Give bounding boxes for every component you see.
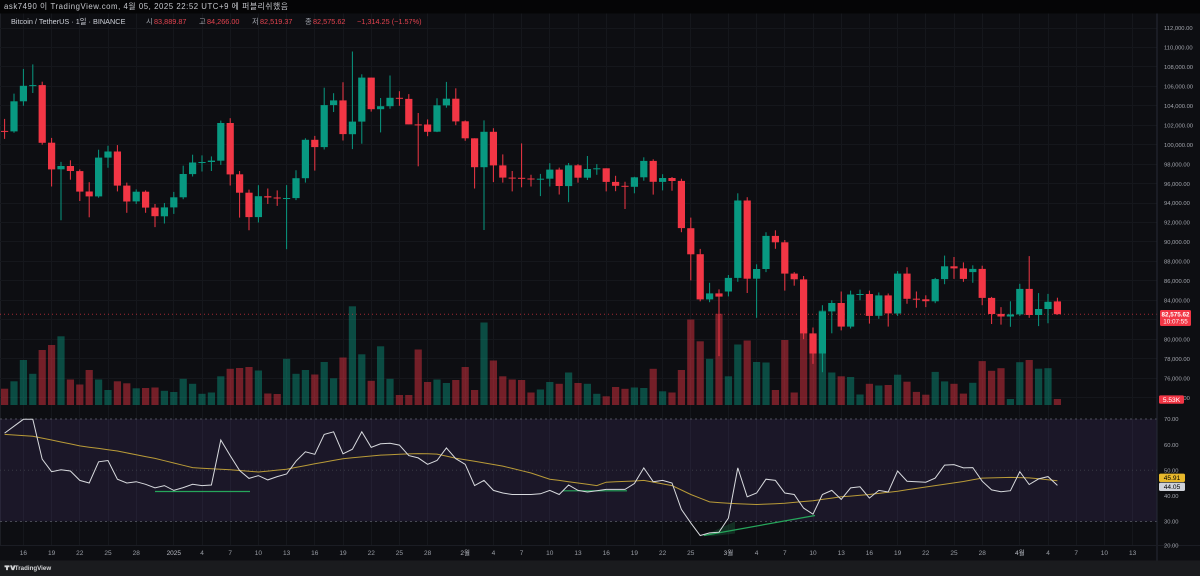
svg-text:45.91: 45.91 <box>1164 475 1181 482</box>
svg-text:−1,314.25 (−1.57%): −1,314.25 (−1.57%) <box>357 17 422 26</box>
svg-text:시: 시 <box>146 17 153 26</box>
svg-text:10:07:55: 10:07:55 <box>1163 319 1188 326</box>
svg-text:종: 종 <box>305 17 312 26</box>
svg-text:28: 28 <box>133 550 141 557</box>
svg-text:25: 25 <box>396 550 404 557</box>
svg-text:19: 19 <box>48 550 56 557</box>
svg-text:4: 4 <box>492 550 496 557</box>
svg-text:10: 10 <box>1101 550 1109 557</box>
svg-text:84,000.00: 84,000.00 <box>1164 299 1190 305</box>
svg-text:고: 고 <box>199 17 206 26</box>
svg-text:ask7490 이 TradingView.com, 4월: ask7490 이 TradingView.com, 4월 05, 2025 2… <box>4 1 288 11</box>
svg-text:94,000.00: 94,000.00 <box>1164 201 1190 207</box>
svg-text:7: 7 <box>228 550 232 557</box>
svg-text:25: 25 <box>950 550 958 557</box>
svg-text:22: 22 <box>76 550 84 557</box>
svg-text:25: 25 <box>687 550 695 557</box>
svg-text:98,000.00: 98,000.00 <box>1164 162 1190 168</box>
svg-text:22: 22 <box>368 550 376 557</box>
svg-text:40.00: 40.00 <box>1164 494 1179 500</box>
svg-text:7: 7 <box>1074 550 1078 557</box>
svg-text:76,000.00: 76,000.00 <box>1164 376 1190 382</box>
svg-text:19: 19 <box>631 550 639 557</box>
svg-text:4: 4 <box>755 550 759 557</box>
svg-text:13: 13 <box>838 550 846 557</box>
svg-text:19: 19 <box>894 550 902 557</box>
svg-text:90,000.00: 90,000.00 <box>1164 240 1190 246</box>
svg-text:22: 22 <box>922 550 930 557</box>
svg-text:28: 28 <box>979 550 987 557</box>
svg-text:10: 10 <box>809 550 817 557</box>
svg-text:25: 25 <box>104 550 112 557</box>
svg-text:82,575.62: 82,575.62 <box>1161 312 1190 319</box>
svg-text:50.00: 50.00 <box>1164 468 1179 474</box>
svg-text:7: 7 <box>520 550 524 557</box>
svg-text:13: 13 <box>574 550 582 557</box>
svg-text:10: 10 <box>546 550 554 557</box>
svg-text:82,575.62: 82,575.62 <box>313 17 345 26</box>
svg-text:88,000.00: 88,000.00 <box>1164 260 1190 266</box>
svg-text:20.00: 20.00 <box>1164 543 1179 549</box>
svg-text:70.00: 70.00 <box>1164 417 1179 423</box>
svg-text:19: 19 <box>339 550 347 557</box>
svg-text:5.53K: 5.53K <box>1163 397 1181 404</box>
svg-text:28: 28 <box>424 550 432 557</box>
svg-text:13: 13 <box>283 550 291 557</box>
svg-text:92,000.00: 92,000.00 <box>1164 221 1190 227</box>
svg-text:30.00: 30.00 <box>1164 520 1179 526</box>
svg-text:108,000.00: 108,000.00 <box>1164 65 1193 71</box>
svg-text:82,519.37: 82,519.37 <box>260 17 292 26</box>
svg-text:96,000.00: 96,000.00 <box>1164 182 1190 188</box>
svg-text:104,000.00: 104,000.00 <box>1164 104 1193 110</box>
svg-text:110,000.00: 110,000.00 <box>1164 46 1193 52</box>
svg-text:TradingView: TradingView <box>15 565 52 572</box>
svg-text:78,000.00: 78,000.00 <box>1164 357 1190 363</box>
svg-text:Bitcoin / TetherUS · 1일 · BINA: Bitcoin / TetherUS · 1일 · BINANCE <box>11 17 126 26</box>
svg-text:22: 22 <box>659 550 667 557</box>
svg-text:102,000.00: 102,000.00 <box>1164 124 1193 130</box>
svg-text:16: 16 <box>603 550 611 557</box>
svg-text:저: 저 <box>252 17 259 26</box>
svg-text:2월: 2월 <box>460 548 470 557</box>
svg-text:80,000.00: 80,000.00 <box>1164 337 1190 343</box>
svg-text:44.05: 44.05 <box>1164 484 1181 491</box>
svg-text:13: 13 <box>1129 550 1137 557</box>
svg-text:2025: 2025 <box>167 550 182 557</box>
svg-text:100,000.00: 100,000.00 <box>1164 143 1193 149</box>
svg-text:4월: 4월 <box>1015 548 1025 557</box>
svg-text:106,000.00: 106,000.00 <box>1164 85 1193 91</box>
svg-text:84,266.00: 84,266.00 <box>207 17 239 26</box>
svg-text:4: 4 <box>200 550 204 557</box>
svg-text:16: 16 <box>20 550 28 557</box>
svg-text:7: 7 <box>783 550 787 557</box>
svg-text:86,000.00: 86,000.00 <box>1164 279 1190 285</box>
svg-text:60.00: 60.00 <box>1164 443 1179 449</box>
svg-text:3월: 3월 <box>724 548 734 557</box>
svg-text:4: 4 <box>1046 550 1050 557</box>
svg-text:10: 10 <box>255 550 263 557</box>
svg-text:16: 16 <box>866 550 874 557</box>
svg-text:83,889.87: 83,889.87 <box>154 17 186 26</box>
svg-text:112,000.00: 112,000.00 <box>1164 26 1193 32</box>
svg-text:16: 16 <box>311 550 319 557</box>
